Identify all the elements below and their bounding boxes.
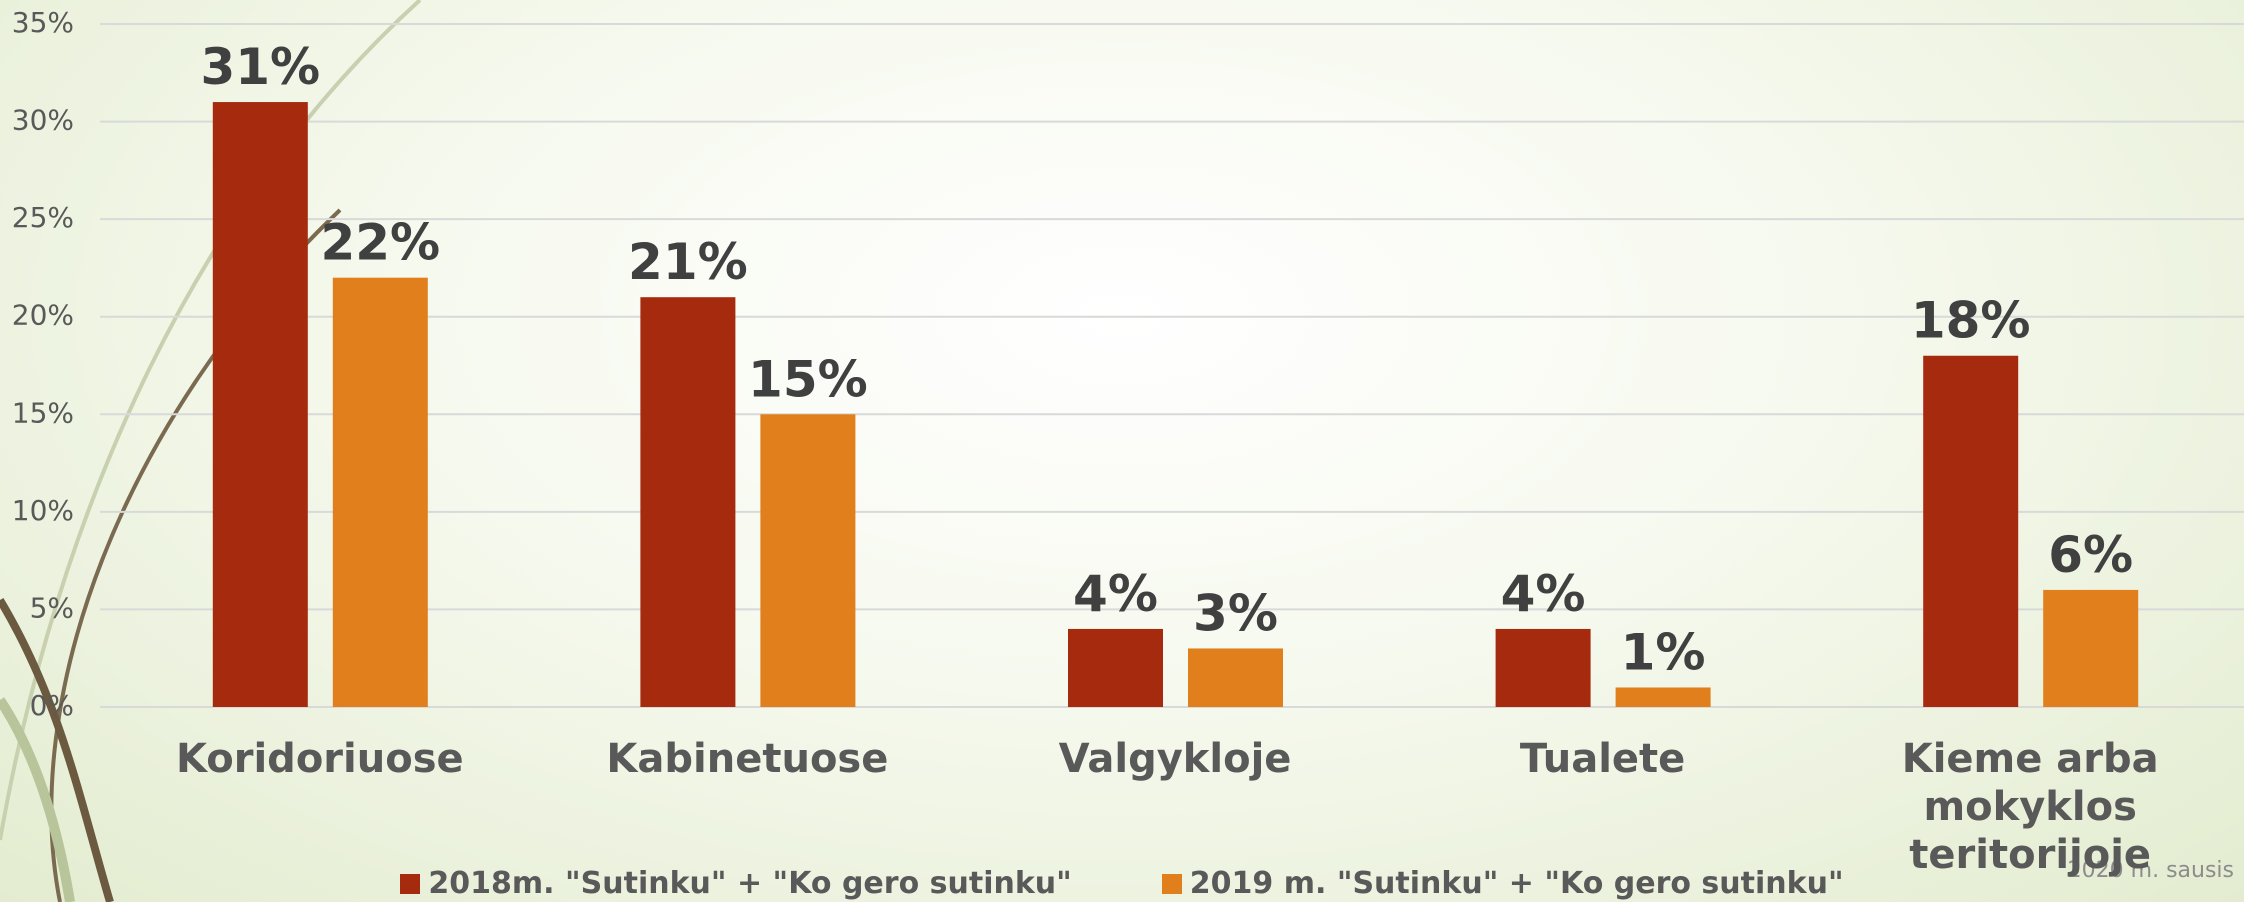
bar [1188,648,1283,707]
data-label: 22% [320,214,440,272]
y-tick-label: 35% [12,6,74,39]
bar [1496,629,1591,707]
data-label: 15% [748,350,868,408]
legend-item: 2019 m. "Sutinku" + "Ko gero sutinku" [1162,866,1844,901]
chart: 0% 5% 10% 15% 20% 25% 30% 35% 31% 21% 4% 4% 18% 22% 15… [0,0,2244,902]
bar [760,414,855,707]
legend-swatch [1162,874,1182,894]
data-label: 6% [2048,526,2133,584]
bar [640,297,735,707]
legend-item: 2018m. "Sutinku" + "Ko gero sutinku" [400,866,1071,901]
bar [2043,590,2138,707]
x-tick-label: Kabinetuose [547,735,947,783]
bar [1923,356,2018,707]
y-tick-label: 10% [12,494,74,527]
legend-label: 2019 m. "Sutinku" + "Ko gero sutinku" [1190,866,1844,901]
y-tick-label: 0% [30,689,74,722]
y-tick-label: 30% [12,104,74,137]
data-label: 31% [200,38,320,96]
legend-swatch [400,874,420,894]
data-label: 1% [1621,623,1706,681]
data-label: 21% [628,233,748,291]
bar [333,278,428,707]
x-tick-label: Tualete [1403,735,1803,783]
data-label: 4% [1501,565,1586,623]
y-tick-label: 20% [12,299,74,332]
y-tick-label: 25% [12,201,74,234]
data-label: 4% [1073,565,1158,623]
data-label: 18% [1911,292,2031,350]
legend-label: 2018m. "Sutinku" + "Ko gero sutinku" [428,866,1071,901]
x-tick-label: Kieme arba mokyklos teritorijoje [1830,735,2230,879]
y-tick-label: 5% [30,591,74,624]
data-label: 3% [1193,584,1278,642]
y-tick-label: 15% [12,396,74,429]
bar [1068,629,1163,707]
bar [213,102,308,707]
x-tick-label: Valgykloje [975,735,1375,783]
x-tick-label: Koridoriuose [120,735,520,783]
bar [1616,687,1711,707]
